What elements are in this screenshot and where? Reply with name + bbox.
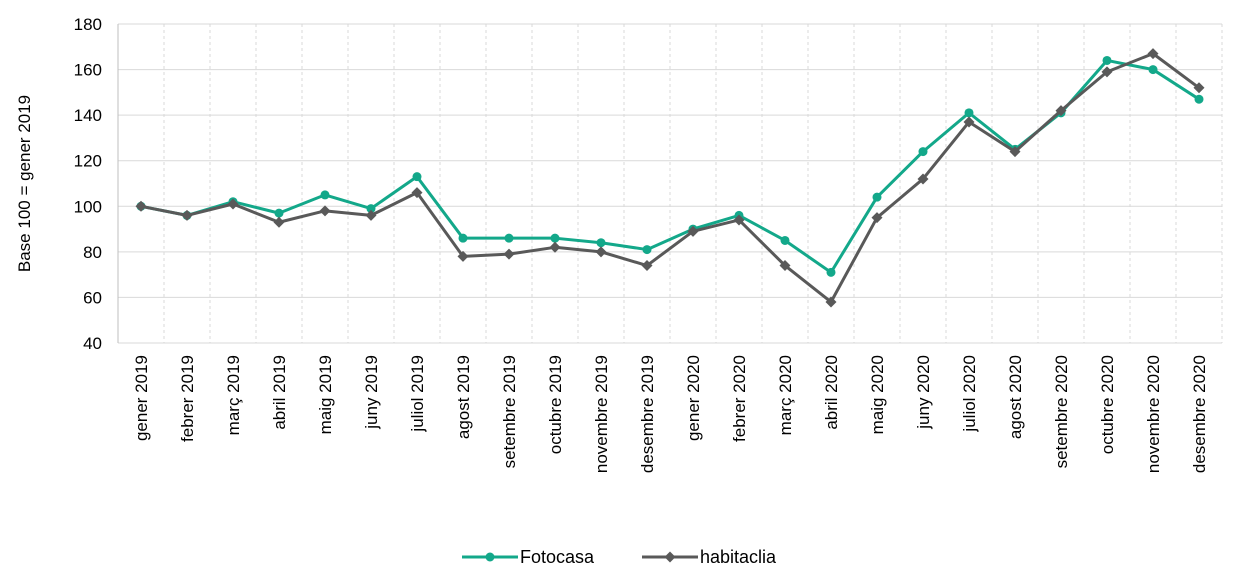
x-tick-label: setembre 2020 xyxy=(1052,355,1071,468)
x-tick-label: març 2019 xyxy=(224,355,243,435)
legend-label: habitaclia xyxy=(700,547,777,567)
x-tick-label: desembre 2019 xyxy=(638,355,657,473)
x-tick-label: febrer 2020 xyxy=(730,355,749,442)
data-point xyxy=(503,248,515,260)
y-tick-label: 100 xyxy=(74,197,102,216)
data-point xyxy=(1101,66,1113,78)
data-point xyxy=(780,235,790,245)
data-point xyxy=(779,260,791,272)
data-point xyxy=(458,233,468,243)
legend-marker xyxy=(664,551,676,563)
data-point xyxy=(550,233,560,243)
data-point xyxy=(963,116,975,128)
legend: Fotocasa habitaclia xyxy=(462,547,777,567)
x-tick-label: juny 2019 xyxy=(362,355,381,430)
data-point xyxy=(366,204,376,214)
data-point xyxy=(273,216,285,228)
x-tick-label: agost 2020 xyxy=(1006,355,1025,439)
y-axis-ticks: 40 60 80 100 120 140 160 180 xyxy=(74,15,102,353)
x-tick-label: febrer 2019 xyxy=(178,355,197,442)
data-point xyxy=(1055,105,1067,117)
y-tick-label: 160 xyxy=(74,61,102,80)
data-point xyxy=(1102,55,1112,65)
data-point xyxy=(1147,48,1159,60)
data-point xyxy=(412,172,422,182)
data-point xyxy=(595,246,607,258)
x-tick-label: setembre 2019 xyxy=(500,355,519,468)
series-group xyxy=(135,48,1205,308)
data-point xyxy=(872,192,882,202)
legend-item: Fotocasa xyxy=(462,547,595,567)
x-tick-label: gener 2019 xyxy=(132,355,151,441)
x-tick-label: novembre 2019 xyxy=(592,355,611,473)
data-point xyxy=(642,245,652,255)
data-point xyxy=(181,209,193,221)
data-point xyxy=(1148,65,1158,75)
series-habitaclia xyxy=(135,48,1205,308)
data-point xyxy=(826,267,836,277)
y-tick-label: 120 xyxy=(74,152,102,171)
data-point xyxy=(918,147,928,157)
legend-marker xyxy=(485,552,495,562)
data-point xyxy=(411,187,423,199)
y-tick-label: 180 xyxy=(74,15,102,34)
data-point xyxy=(549,241,561,253)
data-point xyxy=(135,200,147,212)
y-tick-label: 60 xyxy=(83,288,102,307)
x-tick-label: maig 2020 xyxy=(868,355,887,434)
data-point xyxy=(825,296,837,308)
data-point xyxy=(227,198,239,210)
y-axis-title: Base 100 = gener 2019 xyxy=(15,95,34,272)
x-tick-label: juliol 2020 xyxy=(960,355,979,433)
data-point xyxy=(687,225,699,237)
x-tick-label: octubre 2020 xyxy=(1098,355,1117,454)
data-point xyxy=(871,212,883,224)
x-tick-label: abril 2020 xyxy=(822,355,841,430)
data-point xyxy=(457,250,469,262)
data-point xyxy=(365,209,377,221)
x-tick-label: juliol 2019 xyxy=(408,355,427,433)
data-point xyxy=(733,214,745,226)
x-tick-label: gener 2020 xyxy=(684,355,703,441)
x-tick-label: novembre 2020 xyxy=(1144,355,1163,473)
x-tick-label: maig 2019 xyxy=(316,355,335,434)
data-point xyxy=(504,233,514,243)
data-point xyxy=(964,108,974,118)
x-tick-label: agost 2019 xyxy=(454,355,473,439)
data-point xyxy=(319,205,331,217)
series-fotocasa xyxy=(136,55,1204,277)
x-tick-label: juny 2020 xyxy=(914,355,933,430)
x-tick-label: octubre 2019 xyxy=(546,355,565,454)
x-axis-ticks: gener 2019 febrer 2019 març 2019 abril 2019… xyxy=(132,355,1209,473)
data-point xyxy=(1194,94,1204,104)
data-point xyxy=(1193,82,1205,94)
y-tick-label: 40 xyxy=(83,334,102,353)
series-line xyxy=(140,52,1200,304)
data-point xyxy=(274,208,284,218)
gridlines xyxy=(117,23,1223,344)
data-point xyxy=(1009,146,1021,158)
data-point xyxy=(917,173,929,185)
y-tick-label: 80 xyxy=(83,243,102,262)
legend-label: Fotocasa xyxy=(520,547,595,567)
legend-item: habitaclia xyxy=(642,547,777,567)
x-tick-label: desembre 2020 xyxy=(1190,355,1209,473)
data-point xyxy=(596,238,606,248)
data-point xyxy=(641,260,653,272)
y-tick-label: 140 xyxy=(74,106,102,125)
x-tick-label: març 2020 xyxy=(776,355,795,435)
data-point xyxy=(320,190,330,200)
x-tick-label: abril 2019 xyxy=(270,355,289,430)
